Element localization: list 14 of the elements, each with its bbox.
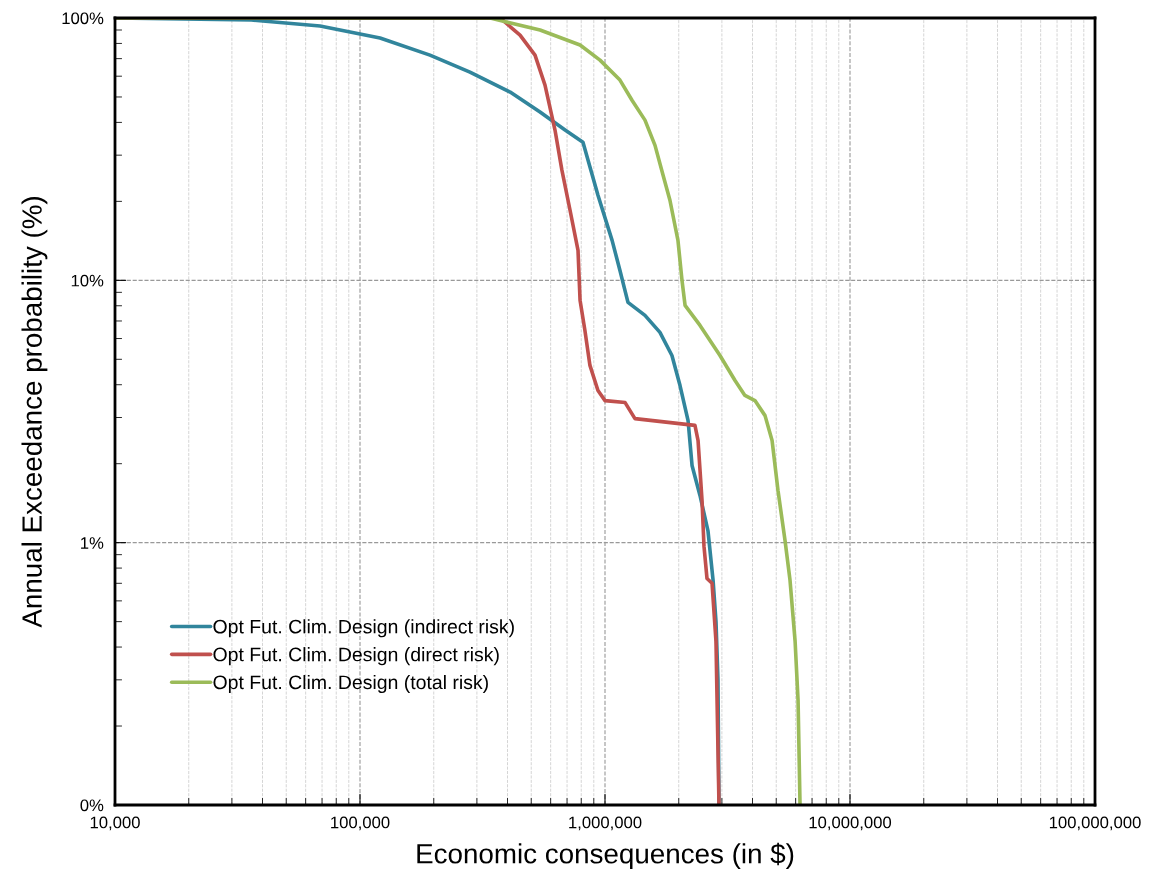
y-axis-title: Annual Exceedance probability (%) [21,197,48,628]
x-axis-title: Economic consequences (in $) [417,842,794,870]
y-tick-label: 1% [81,537,104,549]
x-tick-label: 100,000,000 [1049,816,1141,831]
y-tick-label: 100% [62,12,104,25]
y-tick-label: 10% [71,274,104,287]
legend-label: Opt Fut. Clim. Design (total risk) [213,674,488,694]
x-tick-label: 10,000 [90,816,140,831]
y-tick-label: 0% [80,799,104,812]
x-tick-label: 10,000,000 [809,816,892,831]
x-tick-label: 100,000 [331,816,390,831]
legend-label: Opt Fut. Clim. Design (indirect risk) [213,619,514,638]
x-tick-label: 1,000,000 [569,816,642,831]
legend-label: Opt Fut. Clim. Design (direct risk) [213,647,499,666]
